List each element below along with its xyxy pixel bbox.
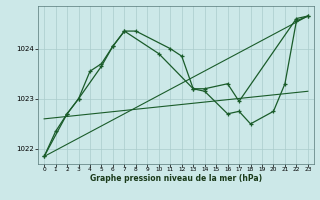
X-axis label: Graphe pression niveau de la mer (hPa): Graphe pression niveau de la mer (hPa) (90, 174, 262, 183)
